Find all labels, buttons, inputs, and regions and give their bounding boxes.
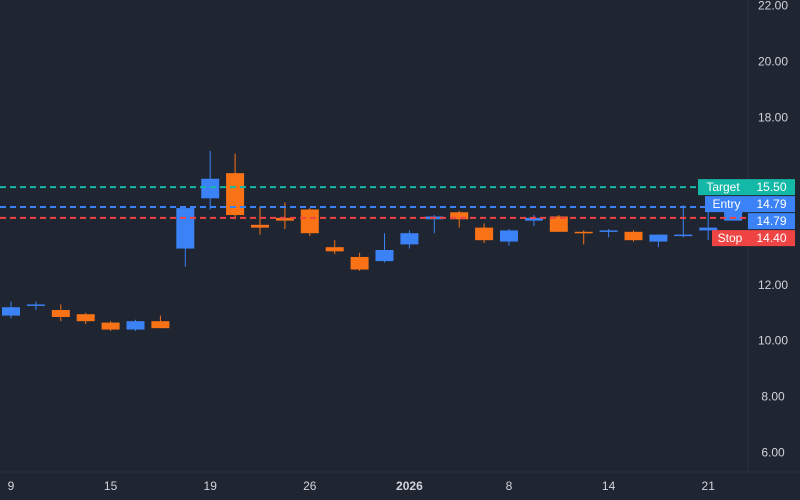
- candle[interactable]: [375, 233, 394, 263]
- candle[interactable]: [500, 229, 518, 246]
- x-tick-label: 8: [506, 479, 513, 493]
- candle-body: [649, 234, 668, 242]
- x-tick-label: 14: [602, 479, 616, 493]
- candle[interactable]: [549, 215, 568, 232]
- candle[interactable]: [475, 223, 494, 243]
- entry-value-label: 14.79: [756, 197, 786, 211]
- candle[interactable]: [126, 319, 145, 331]
- candle[interactable]: [400, 230, 419, 249]
- candle-body: [574, 231, 593, 234]
- candle[interactable]: [674, 205, 693, 238]
- target-name-label: Target: [706, 180, 740, 194]
- candle-body: [599, 230, 618, 232]
- candle-body: [275, 217, 294, 221]
- candle[interactable]: [26, 301, 45, 311]
- candle[interactable]: [350, 252, 369, 271]
- candle-body: [300, 209, 319, 234]
- candle-body: [26, 304, 45, 306]
- x-tick-label: 19: [204, 479, 218, 493]
- candle[interactable]: [51, 304, 70, 322]
- candle-body: [201, 178, 220, 199]
- candle-body: [101, 322, 120, 330]
- candle-body: [350, 256, 369, 270]
- stop-value-label: 14.40: [756, 231, 786, 245]
- candle-body: [500, 230, 518, 242]
- candle-body: [251, 224, 269, 228]
- candle-body: [674, 234, 693, 237]
- x-tick-label: 2026: [396, 479, 423, 493]
- stop-value-tag: [748, 230, 795, 247]
- candle[interactable]: [151, 315, 170, 329]
- candle[interactable]: [624, 230, 643, 242]
- candle[interactable]: [201, 150, 220, 210]
- y-tick-label: 20.00: [758, 54, 788, 68]
- candle-body: [375, 249, 394, 262]
- target-name-tag: [698, 179, 748, 196]
- candle[interactable]: [101, 321, 120, 331]
- target-value-label: 15.50: [756, 180, 786, 194]
- y-tick-label: 12.00: [758, 278, 788, 292]
- candle[interactable]: [574, 230, 593, 245]
- candle[interactable]: [450, 210, 469, 228]
- x-tick-label: 15: [104, 479, 118, 493]
- candle[interactable]: [76, 312, 95, 324]
- candle[interactable]: [2, 301, 20, 319]
- x-tick-label: 9: [8, 479, 15, 493]
- y-tick-label: 6.00: [761, 445, 785, 459]
- target-value-tag: [748, 179, 795, 196]
- candle[interactable]: [300, 208, 319, 236]
- y-tick-label: 22.00: [758, 0, 788, 13]
- entry-value-tag: [748, 196, 795, 213]
- candle-body: [475, 227, 494, 241]
- candle-body: [2, 307, 20, 316]
- candle-body: [226, 173, 245, 216]
- last-price-value-tag: [748, 213, 795, 230]
- candle-body: [549, 216, 568, 232]
- y-tick-label: 18.00: [758, 110, 788, 124]
- candle-body: [176, 208, 195, 249]
- x-tick-label: 21: [702, 479, 716, 493]
- candle-body: [450, 212, 469, 220]
- candle-body: [126, 321, 145, 330]
- candle-body: [400, 233, 419, 245]
- candle-body: [76, 314, 95, 322]
- last-price-value-label: 14.79: [756, 214, 786, 228]
- x-tick-label: 26: [303, 479, 317, 493]
- candle-body: [151, 321, 170, 329]
- y-tick-label: 8.00: [761, 390, 785, 404]
- stop-name-label: Stop: [718, 231, 743, 245]
- candle-body: [624, 231, 643, 241]
- candle[interactable]: [599, 229, 618, 238]
- price-level-tags: 15.50 Target 14.79 Entry 14.79 14.40 Stop: [698, 179, 795, 247]
- candle-body: [325, 247, 344, 252]
- entry-name-tag: [705, 196, 748, 213]
- y-axis-ticks: 6.00 8.00 10.00 12.00 18.00 20.00 22.00: [758, 0, 788, 459]
- candle[interactable]: [649, 234, 668, 248]
- candle[interactable]: [325, 240, 344, 255]
- candle-body: [524, 217, 543, 221]
- price-level-lines[interactable]: [0, 186, 748, 219]
- y-tick-label: 10.00: [758, 334, 788, 348]
- candle-body: [699, 227, 718, 231]
- entry-name-label: Entry: [712, 197, 740, 211]
- x-axis-ticks: 9 15 19 26 2026 8 14 21: [8, 479, 716, 493]
- candle[interactable]: [251, 206, 269, 235]
- candle-body: [51, 310, 70, 317]
- stop-name-tag: [712, 230, 748, 247]
